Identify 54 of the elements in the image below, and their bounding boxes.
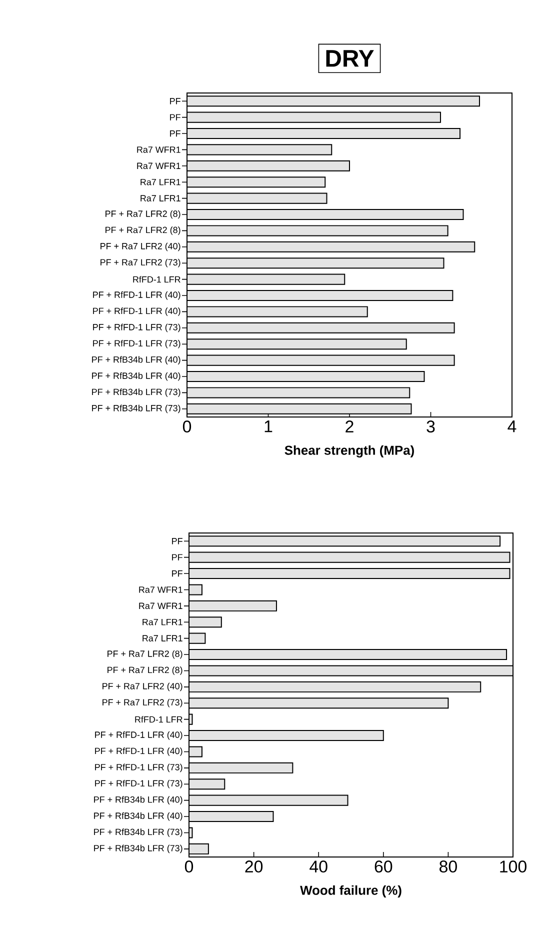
y-tick-label: Ra7 LFR1	[142, 618, 182, 626]
y-tick-label: PF	[170, 130, 180, 137]
y-tick-label: PF + RfFD-1 LFR (73)	[95, 780, 182, 788]
y-tick-label: Ra7 WFR1	[139, 586, 182, 593]
y-tick-label: Ra7 WFR1	[137, 146, 180, 153]
y-tick-label: PF + RfFD-1 LFR (40)	[95, 731, 182, 740]
x-tick-label: 0	[182, 420, 192, 433]
x-tick-label: 100	[500, 860, 526, 873]
y-tick-label: PF + RfFD-1 LFR (73)	[93, 340, 180, 348]
x-tick-label: 4	[508, 420, 516, 432]
y-tick-label: PF + Ra7 LFR2 (8)	[106, 210, 180, 219]
y-tick-label: PF + Ra7 LFR2 (73)	[102, 698, 182, 708]
y-tick-label: PF + RfB34b LFR (73)	[92, 388, 180, 397]
y-tick-label: PF	[172, 538, 182, 544]
y-tick-label: PF + Ra7 LFR2 (40)	[102, 682, 182, 692]
y-tick-label: RfFD-1 LFR	[133, 276, 180, 283]
y-tick-label: Ra7 LFR1	[140, 178, 180, 186]
x-tick-label: 1	[264, 420, 272, 432]
y-tick-label: PF + Ra7 LFR2 (8)	[108, 666, 182, 675]
y-tick-label: PF + RfFD-1 LFR (73)	[95, 764, 182, 772]
x-tick-label: 2	[346, 420, 354, 432]
y-tick-label: PF + RfB34b LFR (73)	[92, 404, 180, 414]
y-tick-label: PF + RfB34b LFR (73)	[94, 828, 182, 837]
x-tick-label: 3	[426, 420, 435, 433]
y-tick-label: PF + Ra7 LFR2 (8)	[106, 226, 180, 235]
y-tick-label: PF	[172, 570, 182, 577]
y-tick-label: PF + RfB34b LFR (40)	[92, 372, 180, 381]
y-tick-label: PF	[170, 98, 180, 104]
x-tick-label: 20	[245, 860, 263, 873]
y-tick-label: PF + RfFD-1 LFR (40)	[93, 291, 180, 300]
y-tick-label: PF + Ra7 LFR2 (8)	[108, 650, 182, 659]
y-tick-label: PF + RfB34b LFR (40)	[92, 356, 180, 364]
x-axis-title: Wood failure (%)	[300, 885, 402, 898]
x-axis-title: Shear strength (MPa)	[284, 445, 414, 458]
y-tick-label: PF + RfFD-1 LFR (40)	[95, 748, 182, 756]
x-tick-label: 60	[374, 860, 392, 873]
y-tick-label: PF + Ra7 LFR2 (40)	[100, 242, 180, 252]
y-tick-label: Ra7 LFR1	[142, 635, 182, 642]
chart-title: DRY	[326, 50, 374, 67]
y-tick-label: PF + Ra7 LFR2 (73)	[100, 258, 180, 268]
y-tick-label: PF + RfB34b LFR (40)	[94, 796, 182, 804]
y-tick-label: Ra7 WFR1	[139, 602, 182, 610]
y-tick-label: Ra7 WFR1	[137, 162, 180, 170]
y-tick-label: Ra7 LFR1	[140, 195, 180, 202]
y-tick-label: PF + RfB34b LFR (40)	[94, 812, 182, 821]
x-tick-label: 80	[440, 860, 457, 873]
x-tick-label: 40	[310, 860, 328, 873]
x-tick-label: 0	[184, 860, 194, 873]
y-tick-label: PF	[172, 554, 182, 560]
y-tick-label: RfFD-1 LFR	[135, 716, 182, 723]
y-tick-label: PF + RfFD-1 LFR (73)	[93, 324, 180, 332]
y-tick-label: PF + RfB34b LFR (73)	[94, 844, 182, 854]
y-tick-label: PF	[170, 114, 180, 120]
y-tick-label: PF + RfFD-1 LFR (40)	[93, 308, 180, 316]
